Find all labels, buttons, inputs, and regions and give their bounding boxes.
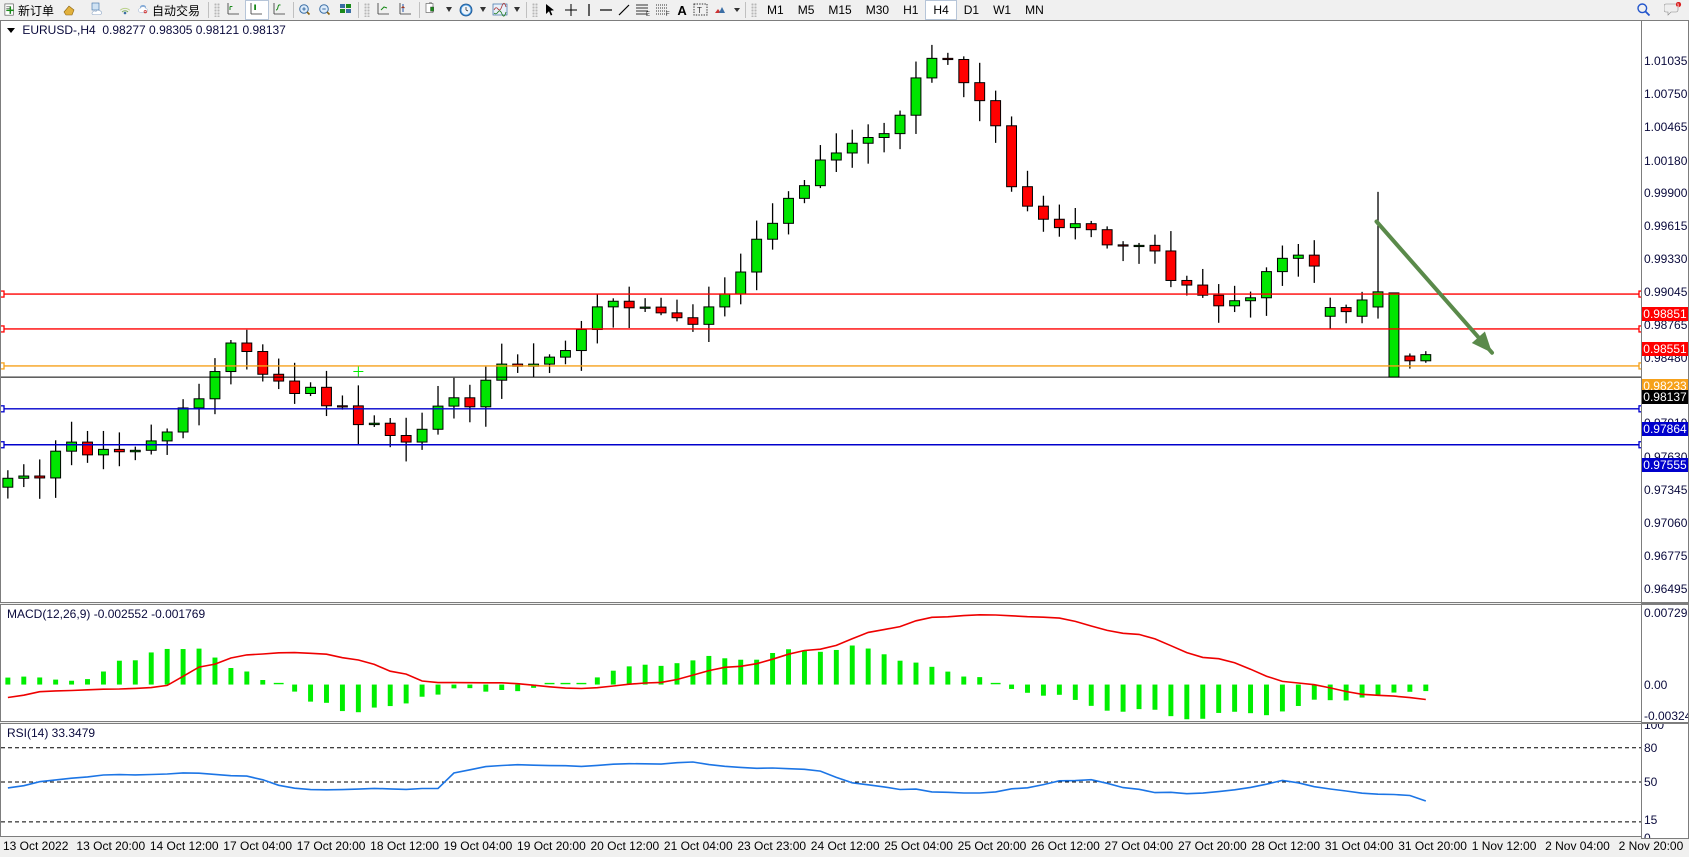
svg-text:F: F (666, 12, 670, 17)
svg-text:T: T (697, 6, 702, 15)
svg-text:E: E (646, 12, 650, 17)
